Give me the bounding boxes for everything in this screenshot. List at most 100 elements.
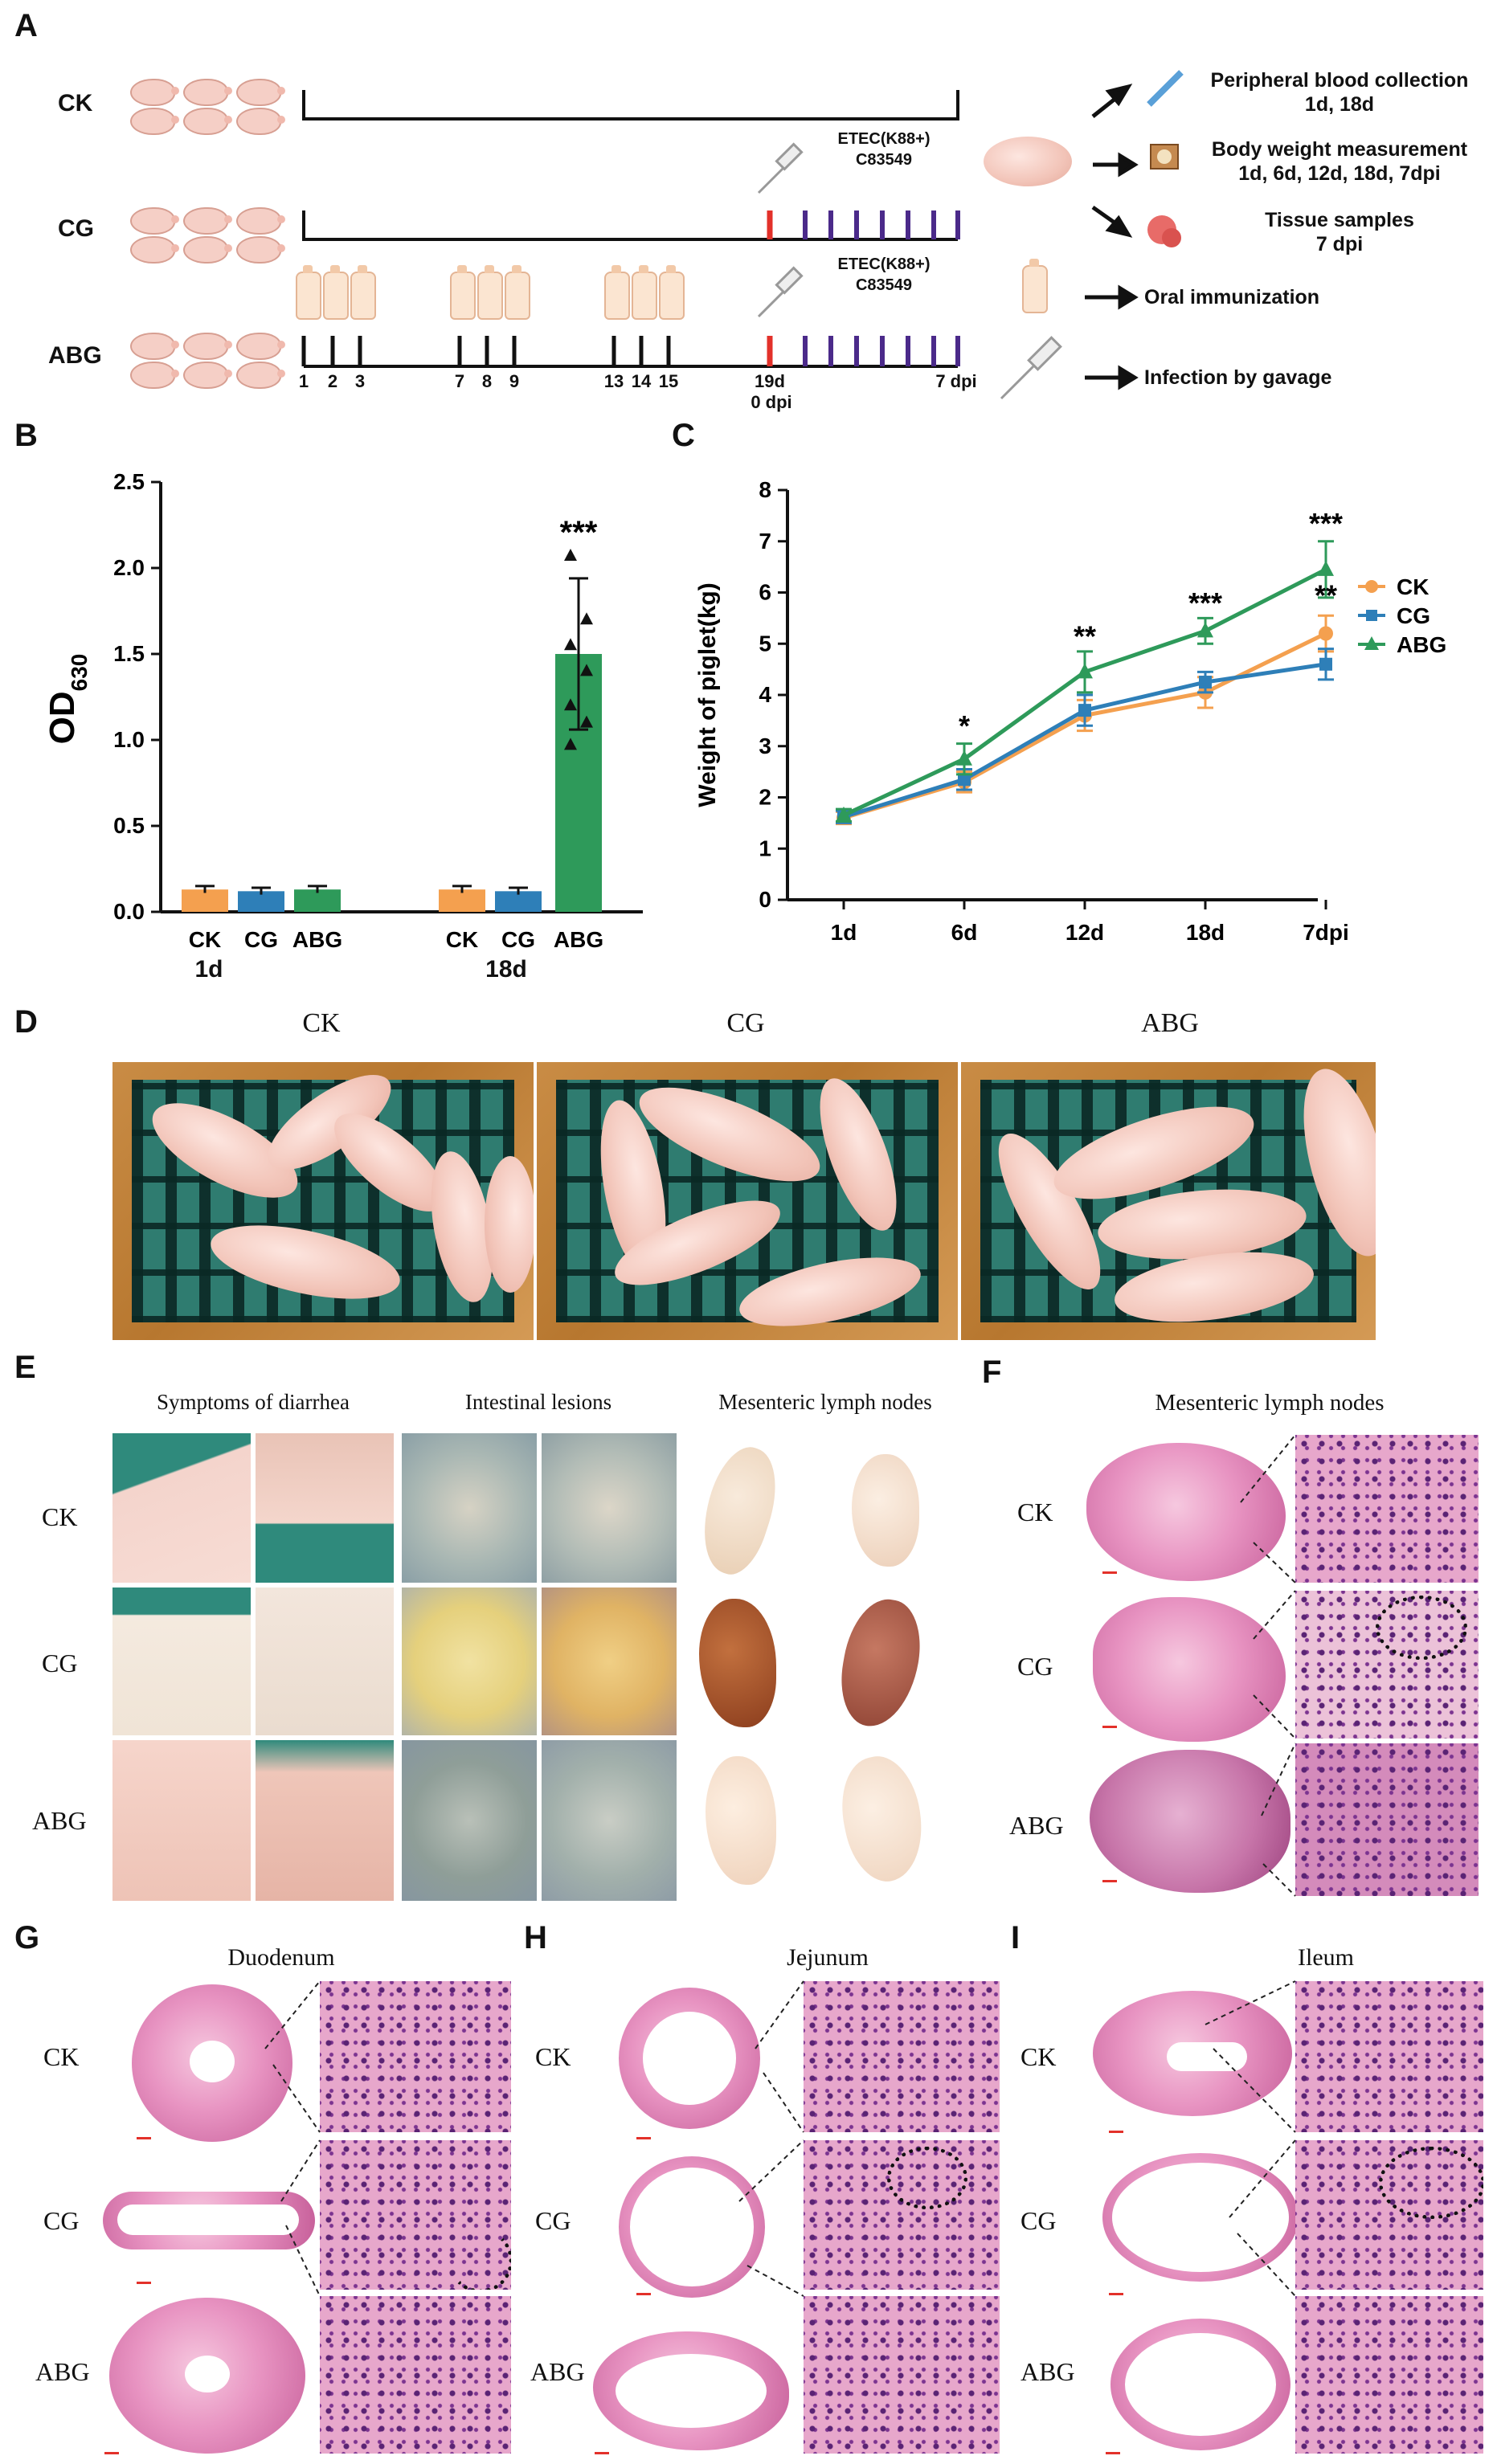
y-tick-label: 1.0 [113,727,145,752]
photo-abg-lymph-node-1 [706,1756,776,1885]
f-row-ck: CK [1017,1498,1053,1526]
y-tick-label: 4 [759,682,771,707]
y-tick-label: 8 [759,477,771,502]
y-tick-label: 6 [759,580,771,605]
y-tick-label: 1 [759,836,771,860]
x-tick-label: 18d [1186,920,1225,945]
scale-bar [1102,1726,1117,1728]
legend-label: CG [1397,603,1430,628]
abg-piglets-icon-row2 [130,362,285,389]
data-point [580,715,593,728]
bar [495,891,542,912]
photo-cg-pen [537,1062,958,1340]
scale-bar [104,2452,119,2454]
day-tick: 2 [327,371,338,391]
data-point [836,806,852,822]
photo-cg-lymph-node-1 [699,1599,776,1727]
photo-ck-lymph-node-2 [852,1454,919,1567]
ck-piglets-icon [130,79,285,106]
bar-category-label: ABG [554,927,603,952]
i-row-cg: CG [1020,2206,1057,2235]
h-cg-zoom [804,2140,1000,2290]
e-row-abg: ABG [32,1806,87,1835]
e-row-cg: CG [42,1649,78,1677]
significance-label: ** [1315,578,1337,611]
bar-category-label: CK [446,927,478,952]
scale-bar [1102,1571,1117,1574]
day-tick: 7 [454,371,465,391]
outcome-tissue-title: Tissue samples [1265,209,1414,231]
day-tick: 13 [603,371,624,391]
outcome-tissue-days: 7 dpi [1315,233,1364,255]
y-tick-label: 7 [759,529,771,554]
g-abg-zoom [320,2296,511,2454]
bottle-icon [632,265,657,320]
i-abg-ileum-section [1110,2319,1290,2450]
scale-bar [1106,2452,1120,2454]
photo-caption-abg: ABG [1141,1008,1199,1038]
panel-a-ck-label: CK [58,90,93,116]
abg-piglets-icon [130,333,285,360]
i-abg-zoom [1295,2296,1483,2454]
y-tick-label: 0 [759,887,771,912]
scale-bar [1109,2293,1123,2295]
f-row-abg: ABG [1009,1811,1064,1840]
y-tick-label: 0.0 [113,899,145,924]
scale-bar [595,2452,609,2454]
data-point [564,638,577,651]
scale-bar [1109,2131,1123,2133]
i-title: Ileum [1298,1944,1354,1971]
scale-bar [636,2137,651,2139]
g-cg-duodenum-section [103,2192,315,2249]
panel-a-abg-label: ABG [48,342,102,369]
y-tick-label: 1.5 [113,641,145,666]
abg-etec-id: C83549 [855,276,913,294]
bottle-icon [350,265,376,320]
e-col-intestinal-lesions: Intestinal lesions [464,1390,612,1414]
day-tick: 14 [631,371,652,391]
panel-label-g: G [14,1920,40,1955]
f-cg-lymph-section [1093,1597,1286,1742]
day-tick: 9 [509,371,520,391]
scale-bar [636,2293,651,2295]
day-tick: 3 [354,371,366,391]
dpi-7-tick: 7 dpi [935,371,977,391]
f-cg-zoom [1295,1591,1479,1739]
panel-b-od-chart: 0.0 0.5 1.0 1.5 2.0 2.5 OD630 CK CG ABG CK CG ABG *** [43,469,643,952]
f-title: Mesenteric lymph nodes [1155,1390,1385,1416]
legend-label: CK [1397,574,1429,599]
data-point [1077,663,1093,679]
day-tick: 1 [298,371,309,391]
bottle-icon [505,265,530,320]
bar [439,889,485,912]
outcome-weight-days: 1d, 6d, 12d, 18d, 7dpi [1238,162,1441,185]
x-tick-label: 6d [951,920,978,945]
y-axis-label: Weight of piglet(kg) [694,582,721,807]
ck-piglets-icon-row2 [130,108,285,135]
bar [294,889,341,912]
data-point [580,612,593,625]
legend-marker [1366,610,1377,621]
data-point [1078,704,1091,717]
day-tick: 15 [658,371,679,391]
legend-marker [1364,636,1379,650]
photo-caption-cg: CG [726,1008,765,1038]
photo-abg-diarrhea-2 [256,1740,394,1901]
day-19-tick: 19d [755,371,785,391]
significance-label: *** [560,515,598,550]
g-abg-duodenum-section [109,2298,305,2454]
data-point [956,750,972,766]
panel-label-i: I [1011,1920,1020,1955]
photo-abg-intestine-1 [402,1740,537,1901]
bar [182,889,228,912]
photo-cg-diarrhea-2 [256,1588,394,1735]
photo-cg-diarrhea-1 [112,1588,251,1735]
data-point [564,738,577,750]
legend-label: ABG [1397,632,1446,657]
bar [238,891,284,912]
x-tick-label: 1d [831,920,857,945]
y-tick-label: 2.0 [113,555,145,580]
legend-marker [1365,580,1378,593]
g-title: Duodenum [227,1944,335,1971]
data-point [580,664,593,676]
